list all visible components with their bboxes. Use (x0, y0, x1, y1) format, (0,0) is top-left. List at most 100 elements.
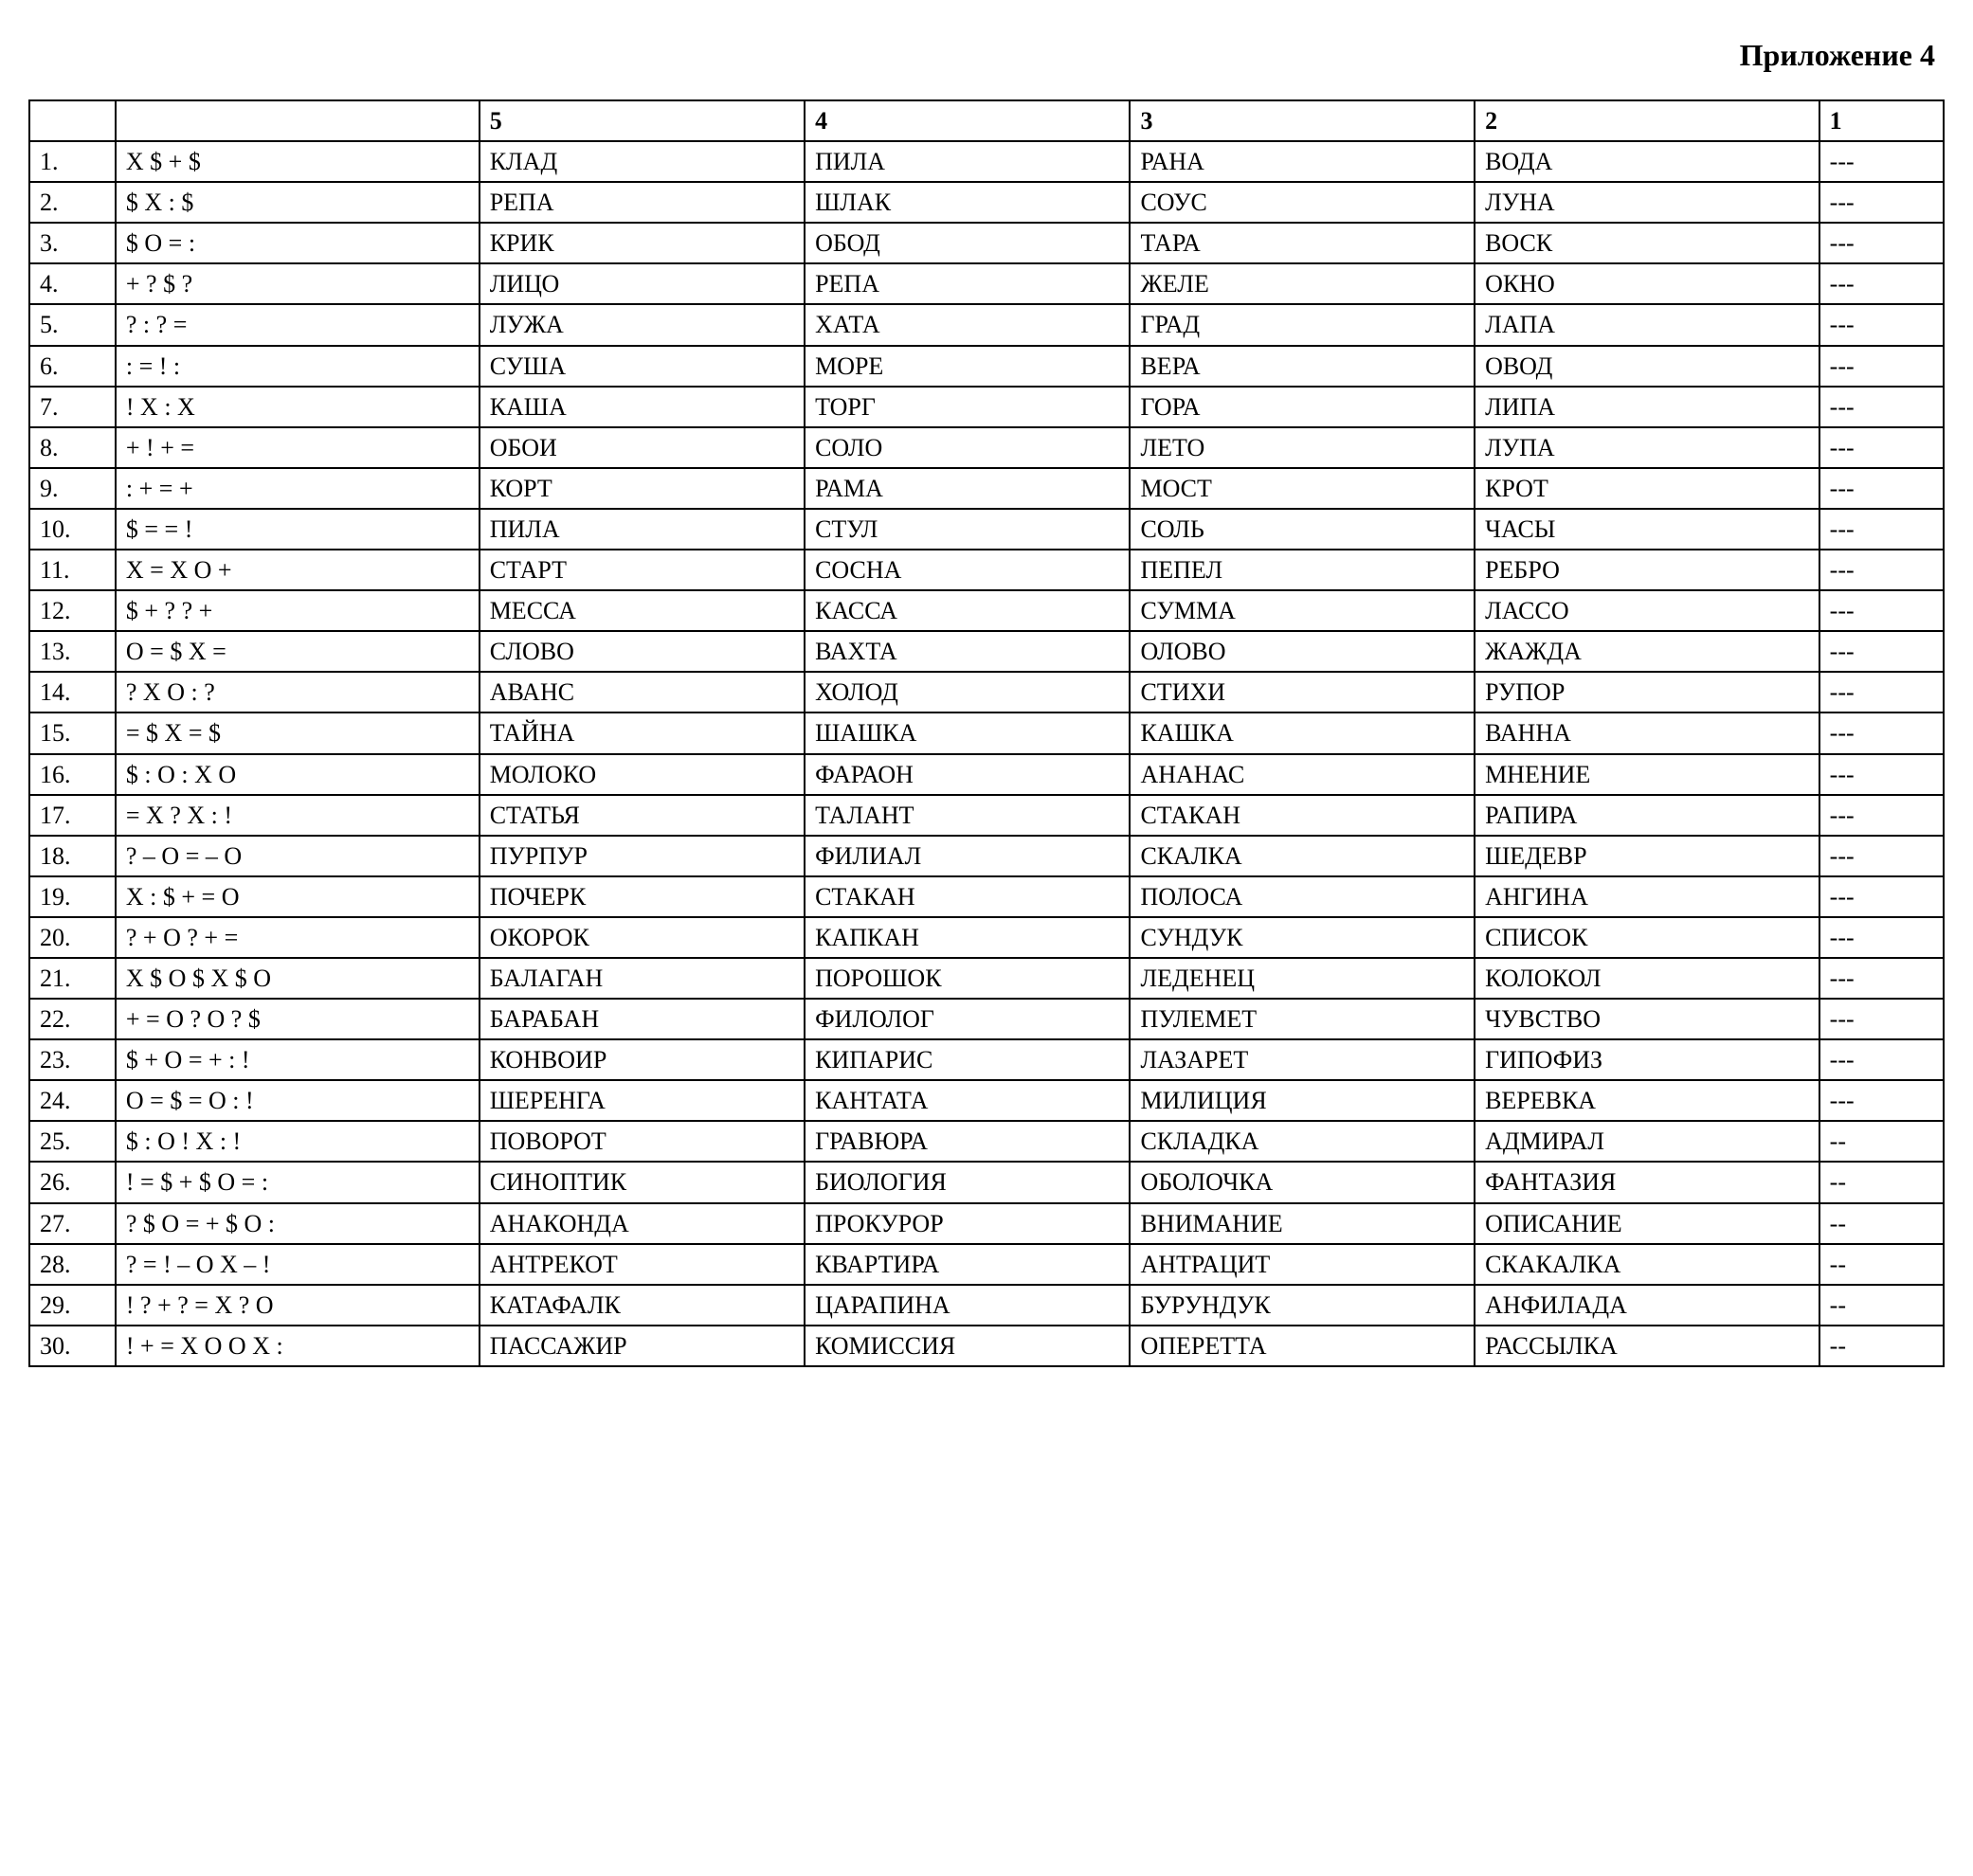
table-row: 26.! = $ + $ O = :СИНОПТИКБИОЛОГИЯОБОЛОЧ… (29, 1162, 1944, 1202)
table-cell: ВАННА (1475, 713, 1819, 753)
table-cell: X $ + $ (116, 141, 480, 182)
table-cell: 19. (29, 876, 116, 917)
table-cell: --- (1819, 550, 1944, 590)
table-cell: 17. (29, 795, 116, 836)
col-head-pattern (116, 100, 480, 141)
table-cell: ЛУЖА (480, 304, 805, 345)
table-row: 16.$ : O : X OМОЛОКОФАРАОНАНАНАСМНЕНИЕ--… (29, 754, 1944, 795)
table-cell: --- (1819, 754, 1944, 795)
col-head-5: 5 (480, 100, 805, 141)
table-cell: ОКОРОК (480, 917, 805, 958)
table-cell: ШЕРЕНГА (480, 1080, 805, 1121)
table-cell: ОБОЛОЧКА (1130, 1162, 1475, 1202)
table-cell: --- (1819, 672, 1944, 713)
table-cell: = X ? X : ! (116, 795, 480, 836)
table-cell: СУША (480, 346, 805, 387)
table-cell: АВАНС (480, 672, 805, 713)
table-cell: $ X : $ (116, 182, 480, 223)
table-cell: ПОЛОСА (1130, 876, 1475, 917)
table-row: 6.: = ! :СУШАМОРЕВЕРАОВОД--- (29, 346, 1944, 387)
table-cell: ПЕПЕЛ (1130, 550, 1475, 590)
table-cell: РАССЫЛКА (1475, 1326, 1819, 1366)
table-row: 9.: + = +КОРТРАМАМОСТКРОТ--- (29, 468, 1944, 509)
table-cell: ПРОКУРОР (805, 1203, 1130, 1244)
table-row: 8.+ ! + =ОБОИСОЛОЛЕТОЛУПА--- (29, 427, 1944, 468)
col-head-2: 2 (1475, 100, 1819, 141)
table-cell: АНАНАС (1130, 754, 1475, 795)
table-cell: 10. (29, 509, 116, 550)
table-cell: РАНА (1130, 141, 1475, 182)
table-cell: 14. (29, 672, 116, 713)
table-cell: ЖЕЛЕ (1130, 263, 1475, 304)
table-cell: $ : O : X O (116, 754, 480, 795)
table-cell: $ = = ! (116, 509, 480, 550)
table-cell: ОБОД (805, 223, 1130, 263)
table-cell: O = $ = O : ! (116, 1080, 480, 1121)
table-cell: КОРТ (480, 468, 805, 509)
table-cell: + = O ? O ? $ (116, 999, 480, 1039)
table-cell: СКЛАДКА (1130, 1121, 1475, 1162)
table-cell: ХОЛОД (805, 672, 1130, 713)
table-row: 4.+ ? $ ?ЛИЦОРЕПАЖЕЛЕОКНО--- (29, 263, 1944, 304)
table-cell: ТАЛАНТ (805, 795, 1130, 836)
table-cell: СТАТЬЯ (480, 795, 805, 836)
table-cell: --- (1819, 631, 1944, 672)
table-cell: X : $ + = O (116, 876, 480, 917)
table-cell: 12. (29, 590, 116, 631)
table-cell: СТАКАН (1130, 795, 1475, 836)
table-cell: ЧУВСТВО (1475, 999, 1819, 1039)
table-cell: ВАХТА (805, 631, 1130, 672)
table-cell: ПУРПУР (480, 836, 805, 876)
table-cell: ОБОИ (480, 427, 805, 468)
table-cell: МНЕНИЕ (1475, 754, 1819, 795)
table-cell: КАССА (805, 590, 1130, 631)
table-cell: --- (1819, 999, 1944, 1039)
table-cell: ПОРОШОК (805, 958, 1130, 999)
table-cell: 22. (29, 999, 116, 1039)
table-row: 30.! + = X O O X :ПАССАЖИРКОМИССИЯОПЕРЕТ… (29, 1326, 1944, 1366)
table-cell: ВЕРЕВКА (1475, 1080, 1819, 1121)
table-cell: -- (1819, 1285, 1944, 1326)
table-cell: АНГИНА (1475, 876, 1819, 917)
table-cell: РЕПА (480, 182, 805, 223)
table-cell: ХАТА (805, 304, 1130, 345)
table-cell: ШЛАК (805, 182, 1130, 223)
table-cell: ? – O = – O (116, 836, 480, 876)
table-cell: --- (1819, 223, 1944, 263)
table-cell: ГОРА (1130, 387, 1475, 427)
table-cell: СКАЛКА (1130, 836, 1475, 876)
table-cell: БАРАБАН (480, 999, 805, 1039)
table-cell: ? + O ? + = (116, 917, 480, 958)
table-cell: КРОТ (1475, 468, 1819, 509)
table-cell: ОКНО (1475, 263, 1819, 304)
table-cell: --- (1819, 182, 1944, 223)
table-cell: ФИЛИАЛ (805, 836, 1130, 876)
table-row: 20.? + O ? + =ОКОРОККАПКАНСУНДУКСПИСОК--… (29, 917, 1944, 958)
table-cell: 11. (29, 550, 116, 590)
table-row: 28.? = ! – O X – !АНТРЕКОТКВАРТИРА АНТРА… (29, 1244, 1944, 1285)
table-row: 27.? $ O = + $ O :АНАКОНДАПРОКУРОР ВНИМА… (29, 1203, 1944, 1244)
table-cell: ? $ O = + $ O : (116, 1203, 480, 1244)
table-cell: МОЛОКО (480, 754, 805, 795)
table-cell: 1. (29, 141, 116, 182)
table-cell: АНФИЛАДА (1475, 1285, 1819, 1326)
table-row: 3.$ O = :КРИКОБОДТАРАВОСК--- (29, 223, 1944, 263)
table-cell: 28. (29, 1244, 116, 1285)
table-cell: = $ X = $ (116, 713, 480, 753)
table-cell: ОЛОВО (1130, 631, 1475, 672)
table-cell: СОЛО (805, 427, 1130, 468)
table-cell: --- (1819, 304, 1944, 345)
table-row: 13.O = $ X =СЛОВОВАХТАОЛОВОЖАЖДА--- (29, 631, 1944, 672)
table-cell: СИНОПТИК (480, 1162, 805, 1202)
table-row: 21.X $ O $ X $ OБАЛАГАНПОРОШОКЛЕДЕНЕЦКОЛ… (29, 958, 1944, 999)
table-cell: --- (1819, 346, 1944, 387)
table-cell: --- (1819, 917, 1944, 958)
table-cell: ! ? + ? = X ? O (116, 1285, 480, 1326)
table-cell: 25. (29, 1121, 116, 1162)
table-cell: --- (1819, 387, 1944, 427)
table-cell: 27. (29, 1203, 116, 1244)
table-row: 24.O = $ = O : !ШЕРЕНГАКАНТАТАМИЛИЦИЯВЕР… (29, 1080, 1944, 1121)
table-cell: ! X : X (116, 387, 480, 427)
table-cell: 6. (29, 346, 116, 387)
table-cell: ПАССАЖИР (480, 1326, 805, 1366)
